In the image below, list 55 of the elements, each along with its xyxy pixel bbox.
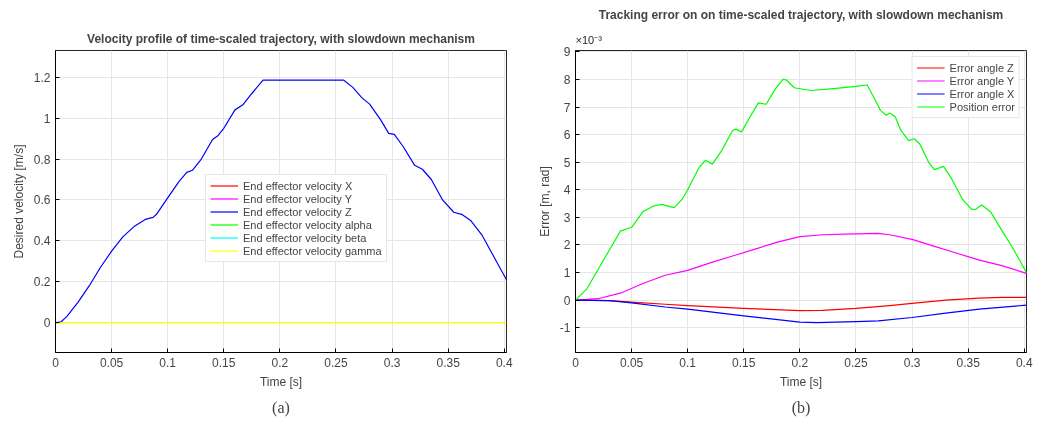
legend-label: Error angle Y [949,74,1015,87]
y-tick-label: 3 [563,210,571,225]
y-axis-title: Desired velocity [m/s] [11,144,26,259]
x-tick-label: 0.15 [212,355,236,370]
chart-title: Velocity profile of time-scaled trajectory, with slowdown mechanism [87,31,475,46]
y-tick-label: 1 [563,266,571,281]
x-axis-title: Time [s] [779,374,823,389]
y-tick-label: 7 [563,100,571,115]
x-tick-label: 0.25 [844,355,868,370]
x-tick-label: 0.2 [791,355,809,370]
y-tick-label: 0.8 [33,152,51,167]
legend-label: End effector velocity gamma [243,244,382,257]
y-axis-title: Error [m, rad] [537,166,552,237]
y-tick-label: 1.2 [33,70,51,85]
chart-title: Tracking error on on time-scaled trajectory, with slowdown mechanism [598,7,1004,22]
y-tick-label: 0 [43,316,51,331]
x-tick-label: 0.3 [903,355,921,370]
x-tick-label: 0.4 [495,355,513,370]
x-tick-label: 0.2 [271,355,289,370]
legend-label: End effector velocity beta [243,231,367,244]
legend-label: Position error [949,100,1015,113]
y-tick-label: 0.6 [33,193,51,208]
y-tick-label: 0.2 [33,275,51,290]
y-tick-label: 9 [563,45,571,60]
x-tick-label: 0.15 [732,355,756,370]
legend-label: End effector velocity X [243,179,353,192]
x-tick-label: 0.3 [383,355,401,370]
y-tick-label: 8 [563,72,571,87]
y-tick-label: 5 [563,155,571,170]
x-tick-label: 0.1 [159,355,177,370]
legend-label: End effector velocity alpha [243,218,372,231]
y-tick-label: -1 [559,321,571,336]
text: (a) [272,398,290,417]
x-tick-label: 0.05 [619,355,644,370]
x-tick-label: 0.1 [679,355,697,370]
x-tick-label: 0.4 [1015,355,1033,370]
x-axis-title: Time [s] [259,374,303,389]
legend-label: End effector velocity Y [243,192,353,205]
y-tick-label: 1 [43,111,51,126]
y-tick-label: 2 [563,238,571,253]
legend-label: Error angle Z [949,61,1014,74]
text: ×10⁻³ [575,33,603,46]
y-tick-label: 6 [563,128,571,143]
text: (b) [791,398,811,417]
y-tick-label: 4 [563,183,571,198]
y-tick-label: 0 [563,293,571,308]
x-tick-label: 0.35 [956,355,981,370]
x-tick-label: 0.35 [436,355,461,370]
line-series [575,299,1027,324]
y-tick-label: 0.4 [33,234,51,249]
legend-label: Error angle X [949,87,1015,100]
legend-label: End effector velocity Z [243,205,352,218]
x-tick-label: 0.05 [99,355,124,370]
x-tick-label: 0.25 [324,355,348,370]
line-series [575,78,1027,301]
